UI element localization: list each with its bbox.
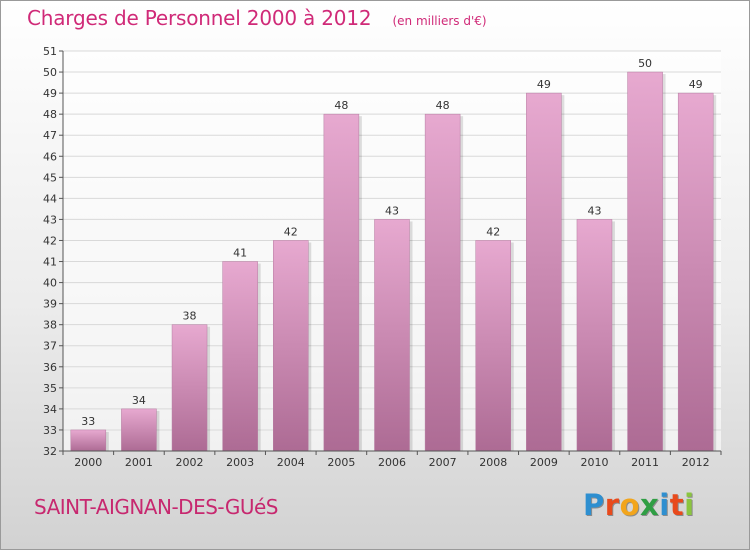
commune-name: SAINT-AIGNAN-DES-GUéS [34, 495, 278, 519]
bar [374, 219, 410, 452]
y-tick-label: 51 [43, 45, 57, 58]
bar [627, 71, 663, 452]
x-tick-label: 2000 [74, 456, 102, 469]
logo-letter: t [669, 488, 685, 522]
logo-letter: P [583, 488, 605, 522]
value-label: 41 [233, 247, 247, 260]
y-tick-label: 39 [43, 298, 57, 311]
value-label: 49 [537, 78, 551, 91]
y-tick-label: 40 [43, 277, 57, 290]
bar [576, 219, 613, 452]
chart-unit: (en milliers d'€) [392, 14, 487, 28]
y-tick-label: 50 [43, 66, 57, 79]
logo-letter: r [604, 488, 620, 522]
logo-letter: i [684, 488, 695, 522]
bar [70, 429, 107, 452]
bar [424, 113, 461, 452]
y-tick-label: 43 [43, 213, 57, 226]
x-tick-label: 2008 [479, 456, 507, 469]
x-tick-label: 2009 [530, 456, 558, 469]
bar [171, 324, 208, 452]
x-tick-label: 2012 [682, 456, 710, 469]
x-tick-label: 2001 [125, 456, 153, 469]
y-tick-label: 34 [43, 403, 57, 416]
value-label: 49 [689, 78, 703, 91]
bar [475, 240, 511, 452]
bar [526, 92, 562, 452]
y-tick-label: 32 [43, 445, 57, 458]
y-tick-label: 37 [43, 340, 57, 353]
y-tick-label: 46 [43, 150, 57, 163]
title-bar: Charges de Personnel 2000 à 2012 (en mil… [27, 6, 487, 30]
bar [121, 408, 157, 452]
value-label: 42 [284, 225, 298, 238]
bar [677, 92, 714, 452]
value-label: 43 [587, 204, 601, 217]
y-tick-label: 41 [43, 256, 57, 269]
value-label: 50 [638, 57, 652, 70]
logo-letter: o [619, 488, 641, 522]
x-tick-label: 2011 [631, 456, 659, 469]
y-tick-label: 36 [43, 361, 57, 374]
bar [222, 261, 258, 452]
x-tick-label: 2002 [176, 456, 204, 469]
x-tick-label: 2003 [226, 456, 254, 469]
value-label: 38 [183, 310, 197, 323]
value-label: 43 [385, 204, 399, 217]
y-tick-label: 49 [43, 87, 57, 100]
bar [323, 113, 360, 452]
y-tick-label: 42 [43, 234, 57, 247]
logo-letter: x [640, 488, 660, 522]
value-label: 34 [132, 394, 146, 407]
logo-letter: i [659, 488, 670, 522]
y-tick-label: 48 [43, 108, 57, 121]
y-tick-label: 33 [43, 424, 57, 437]
x-tick-label: 2007 [429, 456, 457, 469]
x-tick-label: 2010 [580, 456, 608, 469]
value-label: 48 [436, 99, 450, 112]
y-tick-label: 47 [43, 129, 57, 142]
y-tick-label: 45 [43, 171, 57, 184]
chart-title: Charges de Personnel 2000 à 2012 [27, 6, 372, 30]
value-label: 33 [81, 415, 95, 428]
x-tick-label: 2006 [378, 456, 406, 469]
y-tick-label: 38 [43, 319, 57, 332]
y-tick-label: 35 [43, 382, 57, 395]
x-tick-label: 2005 [327, 456, 355, 469]
proxiti-logo: Proxiti [583, 488, 695, 522]
value-label: 48 [334, 99, 348, 112]
value-label: 42 [486, 225, 500, 238]
bar [273, 240, 309, 452]
y-tick-label: 44 [43, 192, 57, 205]
x-tick-label: 2004 [277, 456, 305, 469]
